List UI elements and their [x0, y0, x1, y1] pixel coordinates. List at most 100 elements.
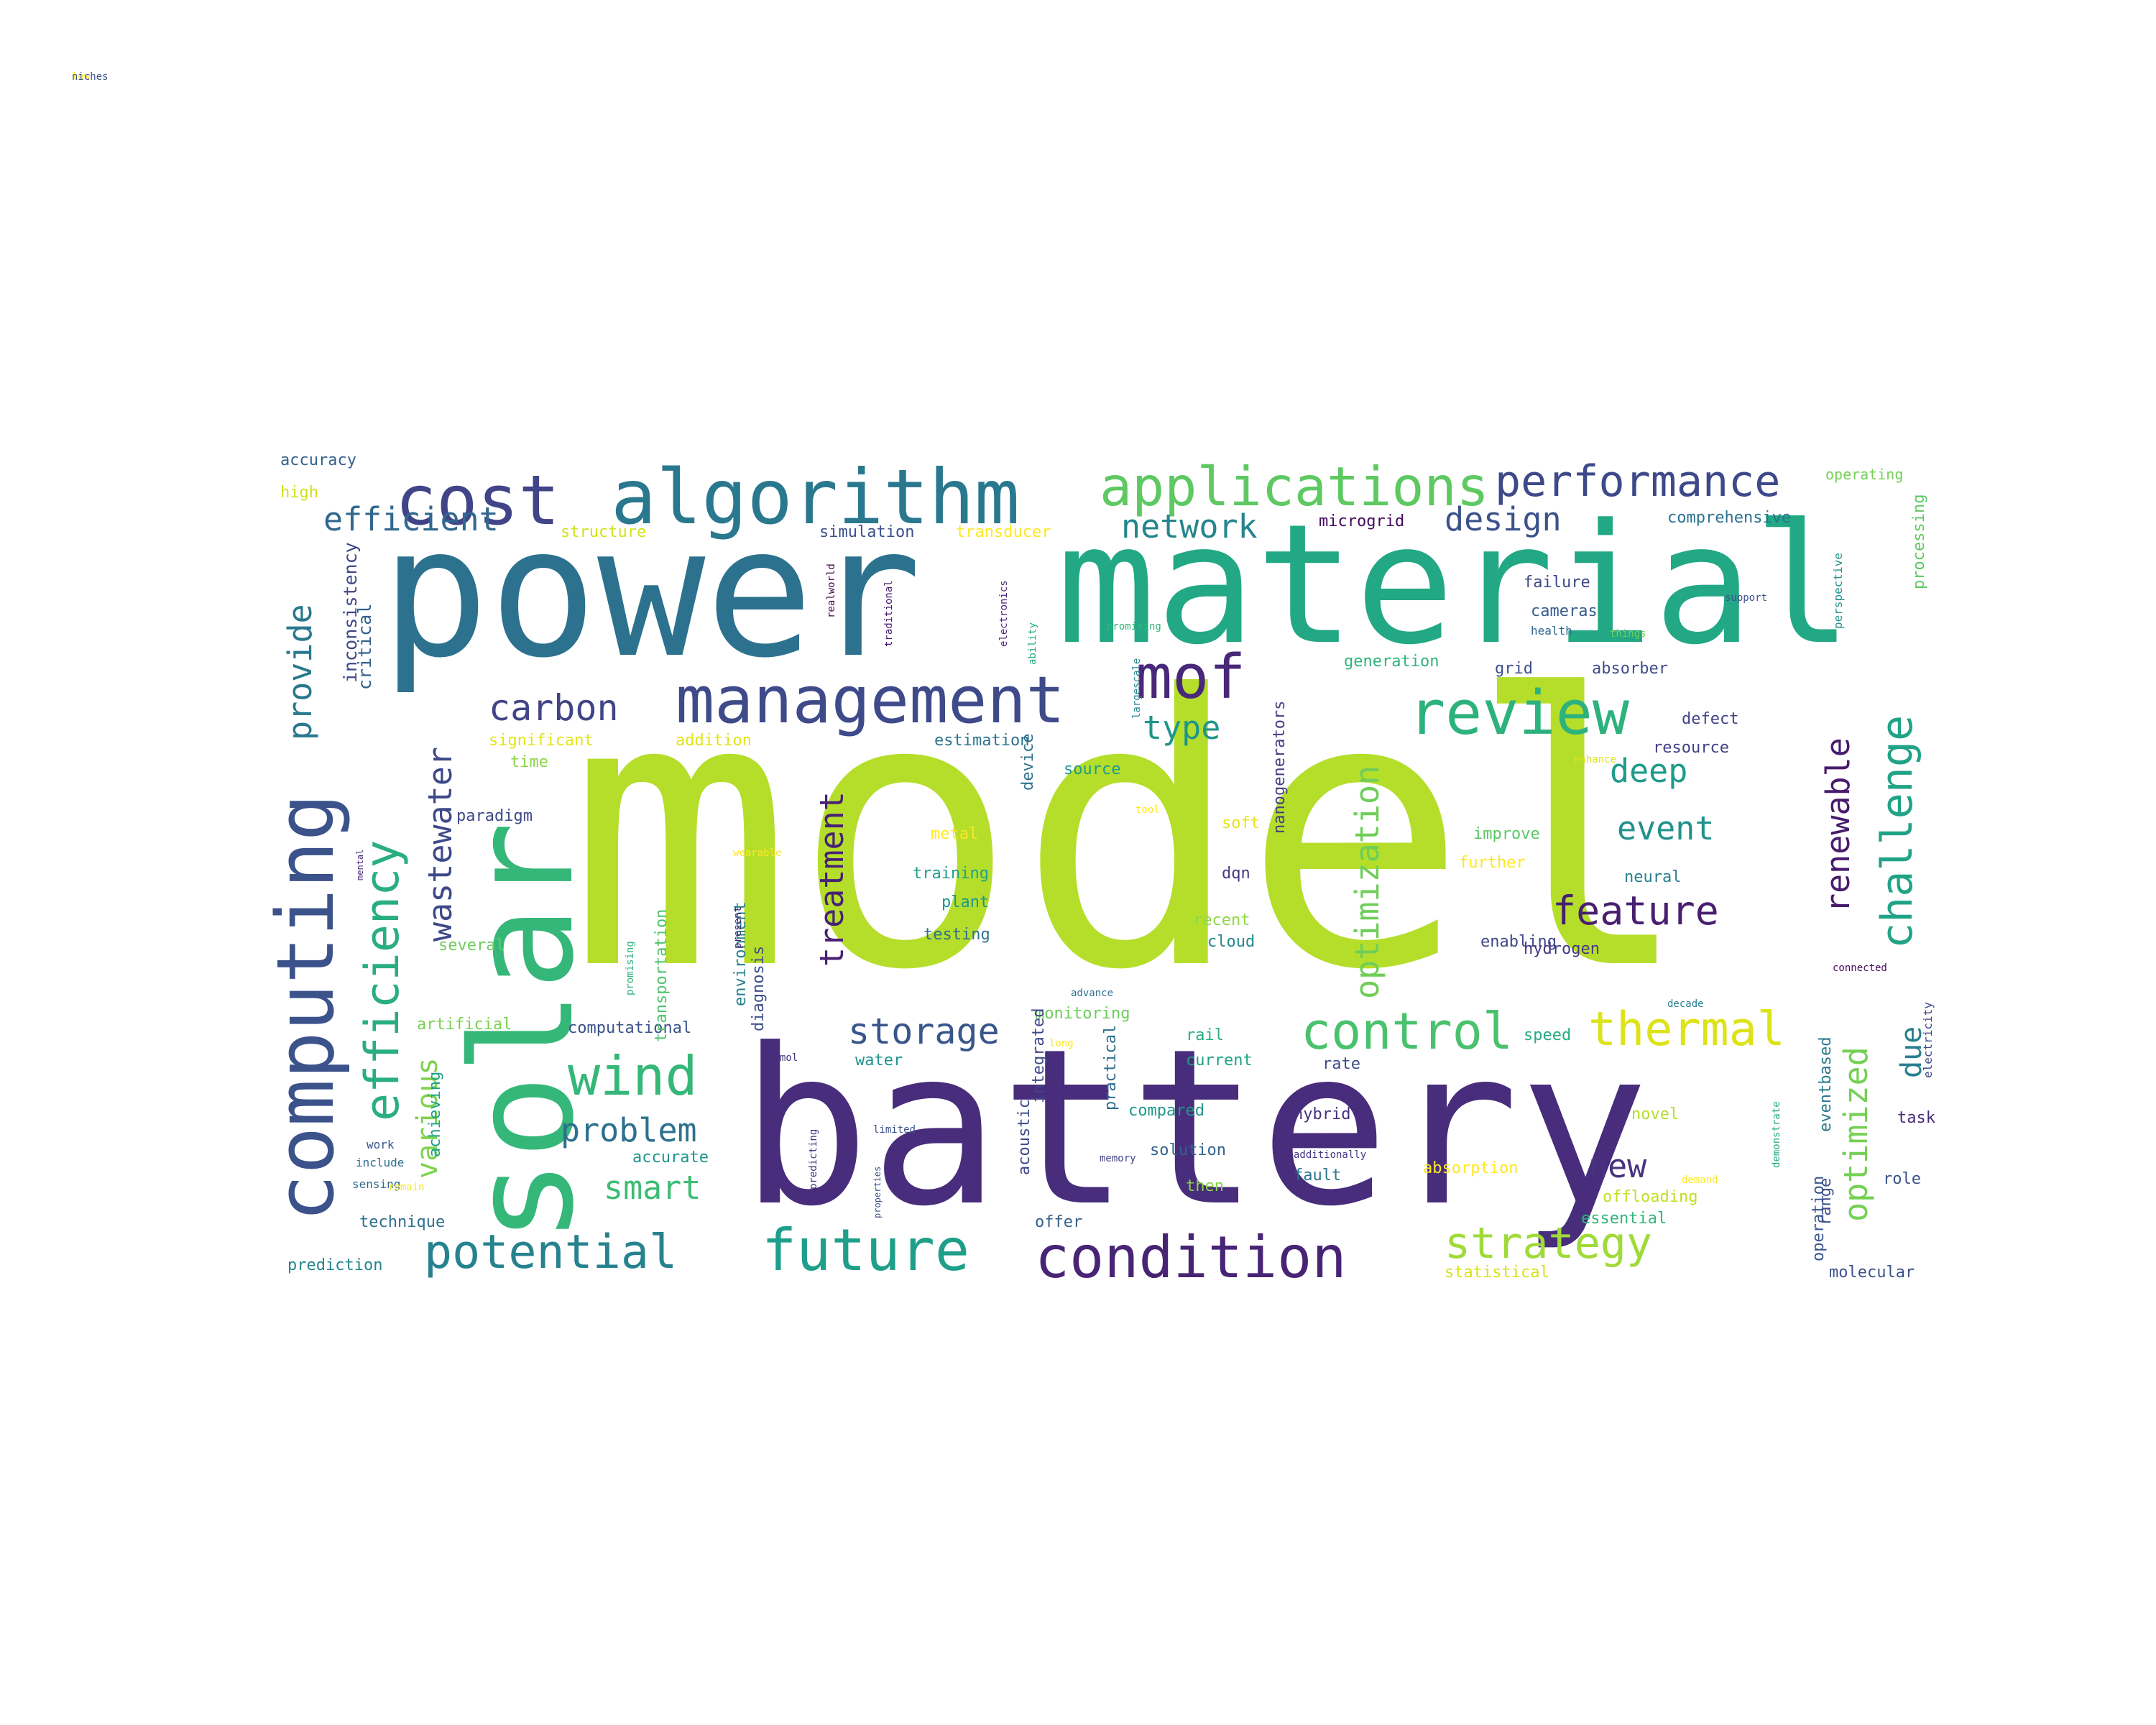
word-nanogenerators: nanogenerators	[1271, 700, 1289, 834]
word-largescale: largescale	[1131, 658, 1143, 719]
word-defect: defect	[1682, 710, 1739, 728]
word-wastewater: wastewater	[421, 747, 459, 942]
word-potential: potential	[424, 1225, 678, 1279]
word-advance: advance	[1071, 988, 1114, 999]
word-review: review	[1409, 678, 1630, 749]
word-hydrogen: hydrogen	[1524, 940, 1600, 958]
word-present: present	[732, 906, 744, 949]
word-management: management	[676, 663, 1065, 738]
word-microgrid: microgrid	[1319, 512, 1405, 530]
word-soft: soft	[1222, 814, 1260, 832]
word-condition: condition	[1035, 1224, 1347, 1291]
word-event: event	[1617, 809, 1715, 847]
word-treatment: treatment	[813, 791, 851, 967]
word-work: work	[367, 1138, 395, 1151]
word-long: long	[1049, 1038, 1074, 1049]
word-remain: remain	[388, 1182, 425, 1193]
word-absorption: absorption	[1423, 1159, 1519, 1177]
word-grid: grid	[1495, 660, 1533, 678]
word-power: power	[381, 488, 922, 697]
word-deep: deep	[1610, 752, 1688, 790]
word-practical: practical	[1102, 1024, 1120, 1110]
word-further: further	[1459, 854, 1526, 872]
word-high: high	[280, 484, 318, 502]
word-neural: neural	[1624, 868, 1682, 886]
word-decade: decade	[1667, 998, 1704, 1010]
word-improve: improve	[1473, 825, 1540, 843]
word-essential: essential	[1581, 1210, 1667, 1228]
word-processing: processing	[1910, 494, 1928, 589]
word-include: include	[356, 1156, 405, 1169]
word-monitoring: monitoring	[1035, 1005, 1130, 1023]
word-structure: structure	[561, 523, 647, 541]
word-several: several	[438, 937, 505, 954]
word-wind: wind	[568, 1044, 698, 1108]
word-control: control	[1301, 1002, 1514, 1061]
word-simulation: simulation	[819, 523, 915, 541]
word-significant: significant	[489, 732, 594, 750]
word-new: new	[1588, 1147, 1647, 1185]
word-device: device	[1019, 733, 1037, 791]
word-recent: recent	[1193, 911, 1250, 929]
word-mof: mof	[1135, 642, 1246, 713]
word-demand: demand	[1682, 1174, 1718, 1186]
word-integrated: integrated	[1030, 1008, 1048, 1103]
word-perspective: perspective	[1831, 553, 1845, 629]
word-strategy: strategy	[1445, 1218, 1652, 1269]
word-predicting: predicting	[808, 1128, 819, 1190]
word-battery: battery	[740, 1003, 1649, 1254]
word-electricity: electricity	[1921, 1002, 1935, 1078]
word-enabling: enabling	[1480, 933, 1557, 951]
word-type: type	[1143, 709, 1221, 747]
word-problem: problem	[561, 1111, 697, 1149]
word-then: then	[1186, 1177, 1224, 1195]
word-model: model	[568, 616, 1693, 1052]
word-things: things	[1610, 628, 1646, 640]
word-artificial: artificial	[417, 1016, 512, 1034]
word-critical: critical	[354, 603, 375, 690]
word-realworld: realworld	[826, 564, 837, 618]
word-transducer: transducer	[956, 523, 1051, 541]
word-provide: provide	[281, 604, 319, 740]
word-low: low	[72, 71, 91, 83]
word-achieving: achieving	[426, 1071, 444, 1157]
word-demonstrate: demonstrate	[1771, 1101, 1782, 1168]
word-novel: novel	[1631, 1105, 1680, 1123]
word-limited: limited	[873, 1124, 916, 1136]
word-accurate: accurate	[632, 1149, 709, 1167]
word-renewable: renewable	[1819, 737, 1857, 913]
word-role: role	[1883, 1170, 1921, 1188]
word-molecular: molecular	[1829, 1264, 1915, 1282]
word-operating: operating	[1825, 466, 1904, 483]
word-challenge: challenge	[1872, 714, 1922, 949]
word-design: design	[1445, 500, 1562, 538]
word-efficiency: efficiency	[356, 840, 410, 1121]
word-memory: memory	[1100, 1153, 1136, 1164]
word-traditional: traditional	[883, 580, 895, 647]
word-resource: resource	[1653, 739, 1729, 757]
word-enhance: enhance	[1574, 754, 1617, 765]
word-promising: promising	[625, 941, 636, 995]
word-mental: mental	[355, 849, 365, 880]
word-technique: technique	[359, 1213, 446, 1231]
word-tool: tool	[1135, 804, 1160, 816]
word-hybrid: hybrid	[1294, 1105, 1351, 1123]
word-speed: speed	[1524, 1026, 1572, 1044]
word-material: material	[1056, 489, 1853, 681]
word-fault: fault	[1294, 1167, 1342, 1184]
word-estimation: estimation	[934, 732, 1030, 750]
word-computational: computational	[568, 1019, 692, 1037]
word-electronics: electronics	[998, 580, 1010, 647]
word-cost: cost	[395, 461, 560, 540]
word-health: health	[1531, 624, 1572, 638]
word-carbon: carbon	[489, 687, 619, 729]
word-rate: rate	[1322, 1055, 1360, 1073]
word-optimized: optimized	[1837, 1046, 1875, 1222]
word-properties: properties	[872, 1166, 883, 1218]
word-acoustic: acoustic	[1015, 1099, 1033, 1175]
word-diagnosis: diagnosis	[750, 945, 768, 1031]
word-compared: compared	[1128, 1102, 1204, 1120]
word-feature: feature	[1552, 888, 1719, 934]
word-offloading: offloading	[1603, 1188, 1698, 1206]
